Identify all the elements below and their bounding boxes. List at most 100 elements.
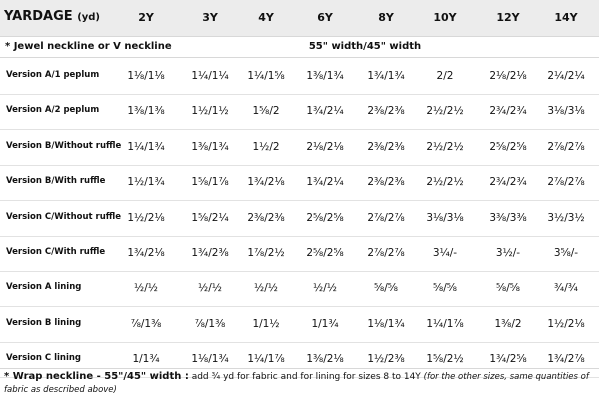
yardage-cell: 1⅝/1⅞ xyxy=(191,176,229,189)
yardage-cell: 2⅞/2⅞ xyxy=(367,211,405,224)
row-label: Version A/2 peplum xyxy=(6,105,100,116)
yardage-cell: ⅞/1⅜ xyxy=(130,317,162,330)
size-header: 2Y xyxy=(138,11,154,24)
size-header: 4Y xyxy=(258,11,274,24)
yardage-cell: 1½/2⅛ xyxy=(547,317,585,330)
yardage-cell: ½/½ xyxy=(198,282,222,295)
yardage-label: YARDAGE xyxy=(4,9,73,24)
table-row: Version A/1 peplum 1⅛/1⅛ 1¼/1¼ 1¼/1⅝ 1⅜/1¾ 1¾… xyxy=(0,59,599,95)
yardage-cell: 3⅛/3⅛ xyxy=(426,211,464,224)
neckline-subheader: * Jewel neckline or V neckline 55" width… xyxy=(0,37,599,58)
row-label: Version B lining xyxy=(6,317,82,328)
yardage-cell: ¾/¾ xyxy=(554,282,578,295)
yardage-cell: 2⅝/2⅝ xyxy=(489,140,527,153)
table-row: Version B lining ⅞/1⅜ ⅞/1⅜ 1/1½ 1/1¾ 1⅛/1¾ 1¼/… xyxy=(0,307,599,343)
row-label: Version C/Without ruffle xyxy=(6,211,122,222)
footer-normal: add ¾ yd for fabric and for lining for s… xyxy=(188,372,424,382)
footer-italic: (for the other sizes, same quantities of… xyxy=(4,372,589,395)
yardage-cell: 1⅛/1⅛ xyxy=(127,70,165,82)
table-row: Version A lining ½/½ ½/½ ½/½ ½/½ ⅝/⅝ ⅝/⅝ ⅝/⅝ ¾/¾ xyxy=(0,271,599,308)
yardage-cell: 2⅝/2⅝ xyxy=(306,247,344,259)
size-header: 12Y xyxy=(496,11,520,24)
footer-bold: * Wrap neckline - 55"/45" width : xyxy=(4,371,189,382)
yardage-cell: 1/1¾ xyxy=(132,353,160,366)
neckline-label: * Jewel neckline or V neckline xyxy=(5,41,172,52)
size-header: 14Y xyxy=(554,11,578,24)
size-header: 8Y xyxy=(378,11,394,24)
yardage-cell: 1/1¾ xyxy=(311,317,339,330)
yardage-cell: 1¾/1¾ xyxy=(367,70,405,82)
row-label: Version C/With ruffle xyxy=(6,247,106,257)
size-header: 6Y xyxy=(317,11,333,24)
yardage-cell: 1/1½ xyxy=(252,317,280,330)
yardage-cell: ½/½ xyxy=(254,282,278,295)
table-row: Version C lining 1/1¾ 1⅛/1¾ 1¼/1⅞ 1⅜/2⅛ 1½/2⅜… xyxy=(0,342,599,379)
yardage-cell: 1½/2 xyxy=(252,140,280,153)
yardage-cell: 1¼/1⅞ xyxy=(426,317,464,330)
yardage-cell: 1¼/1¼ xyxy=(191,70,229,82)
yardage-cell: 3½/3½ xyxy=(547,211,585,224)
yardage-cell: 1⅜/1¾ xyxy=(306,70,344,82)
yardage-cell: 1¾/2¼ xyxy=(306,105,344,118)
row-label: Version A lining xyxy=(6,282,82,293)
yardage-cell: 1¾/2⅞ xyxy=(547,353,585,366)
yardage-cell: 2⅜/2⅜ xyxy=(367,105,405,118)
yardage-cell: 1⅜/1¾ xyxy=(191,140,229,153)
yardage-cell: 3½/- xyxy=(495,247,521,259)
yardage-cell: 1⅜/2 xyxy=(494,317,522,330)
yardage-cell: 2½/2½ xyxy=(426,105,464,118)
yardage-cell: 3⅛/3⅛ xyxy=(547,105,585,118)
yardage-cell: ½/½ xyxy=(134,282,158,295)
fabric-width-label: 55" width/45" width xyxy=(308,41,422,52)
yardage-cell: 2⅞/2⅞ xyxy=(547,140,585,153)
row-label: Version C lining xyxy=(6,353,82,364)
yardage-cell: 1¾/2⅛ xyxy=(127,247,165,259)
yardage-cell: 2⅜/2⅜ xyxy=(367,176,405,189)
yardage-cell: 1⅝/2 xyxy=(252,105,280,118)
size-header: 10Y xyxy=(433,11,457,24)
yardage-cell: ⅞/1⅜ xyxy=(194,317,226,330)
yardage-cell: 1¼/1⅝ xyxy=(247,70,285,82)
table-row: Version C/With ruffle 1¾/2⅛ 1¾/2⅜ 1⅞/2½ 2⅝/2… xyxy=(0,236,599,272)
yardage-cell: 1¾/2⅛ xyxy=(247,176,285,189)
yardage-cell: 3⅝/- xyxy=(553,247,579,259)
table-row: Version B/With ruffle 1½/1¾ 1⅝/1⅞ 1¾/2⅛ 1¾/2… xyxy=(0,165,599,202)
yardage-cell: 1½/1½ xyxy=(191,105,229,118)
table-row: Version A/2 peplum 1⅜/1⅜ 1½/1½ 1⅝/2 1¾/2¼ 2⅜/… xyxy=(0,94,599,131)
yardage-cell: 1¼/1¾ xyxy=(127,140,165,153)
yardage-cell: 1¾/2¼ xyxy=(306,176,344,189)
yardage-unit: (yd) xyxy=(77,12,101,23)
footer-divider xyxy=(0,368,599,369)
yardage-cell: 2½/2½ xyxy=(426,176,464,189)
yardage-cell: 2⅜/2⅜ xyxy=(367,140,405,153)
yardage-cell: 1⅝/2¼ xyxy=(191,211,229,224)
yardage-title: YARDAGE (yd) xyxy=(4,9,100,24)
footer-note: * Wrap neckline - 55"/45" width : add ¾ … xyxy=(4,370,596,397)
yardage-cell: 3⅜/3⅜ xyxy=(489,211,527,224)
row-label: Version A/1 peplum xyxy=(6,70,100,80)
yardage-cell: ⅝/⅝ xyxy=(433,282,457,295)
yardage-cell: 2½/2½ xyxy=(426,140,464,153)
yardage-cell: 2⅝/2⅝ xyxy=(306,211,344,224)
yardage-cell: 1¾/2⅜ xyxy=(191,247,229,259)
yardage-cell: ½/½ xyxy=(313,282,337,295)
yardage-cell: 2/2 xyxy=(436,70,454,82)
yardage-cell: 2¼/2¼ xyxy=(547,70,585,82)
yardage-cell: ⅝/⅝ xyxy=(496,282,520,295)
yardage-cell: 1⅛/1¾ xyxy=(367,317,405,330)
yardage-cell: 2⅛/2⅛ xyxy=(489,70,527,82)
table-row: Version C/Without ruffle 1½/2⅛ 1⅝/2¼ 2⅜/2⅜ 2… xyxy=(0,201,599,237)
row-label: Version B/Without ruffle xyxy=(6,140,122,151)
yardage-cell: 1⅛/1¾ xyxy=(191,353,229,366)
table-header: YARDAGE (yd) 2Y 3Y 4Y 6Y 8Y 10Y 12Y 14Y xyxy=(0,0,599,37)
yardage-cell: 1½/2⅜ xyxy=(367,353,405,366)
size-header: 3Y xyxy=(202,11,218,24)
table-row: Version B/Without ruffle 1¼/1¾ 1⅜/1¾ 1½/2 2⅛… xyxy=(0,130,599,166)
yardage-cell: 2¾/2¾ xyxy=(489,176,527,189)
yardage-cell: 1¼/1⅞ xyxy=(247,353,285,366)
yardage-cell: ⅝/⅝ xyxy=(374,282,398,295)
yardage-cell: 2¾/2¾ xyxy=(489,105,527,118)
yardage-cell: 2⅞/2⅞ xyxy=(547,176,585,189)
yardage-cell: 3¼/- xyxy=(432,247,458,259)
row-label: Version B/With ruffle xyxy=(6,176,106,187)
